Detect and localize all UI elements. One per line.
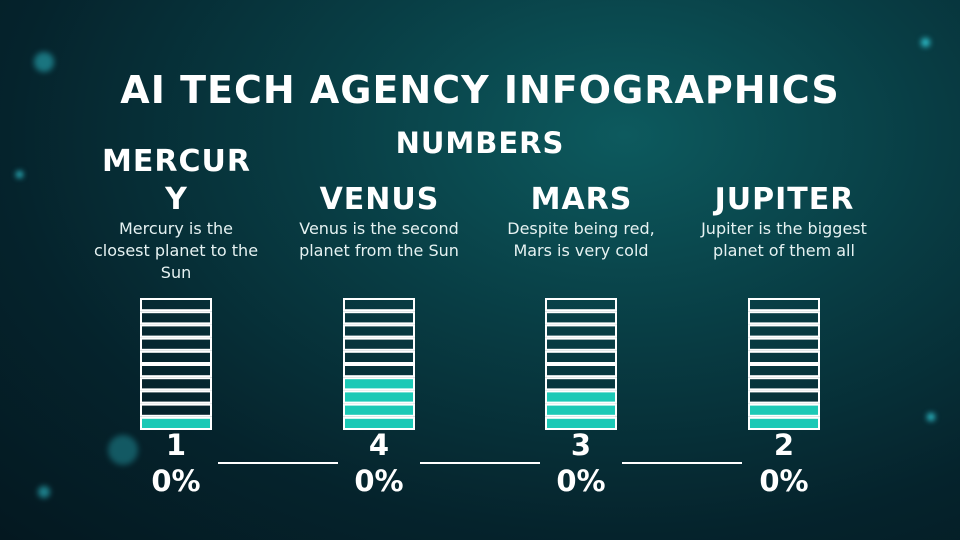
title: AI TECH AGENCY INFOGRAPHICS (120, 68, 840, 112)
meter-segment (140, 377, 212, 391)
meter-segment (343, 364, 415, 378)
meter-segment-filled (343, 416, 415, 431)
item-value: 30% (556, 428, 606, 498)
meter-segment-filled (545, 403, 617, 417)
separator (622, 462, 742, 464)
meter-segment (545, 364, 617, 378)
meter-segment-filled (343, 403, 415, 417)
meter-segment (343, 298, 415, 312)
meter-segment-filled (343, 390, 415, 404)
meter-segment-filled (748, 403, 820, 417)
item-value: 10% (151, 428, 201, 498)
meter-segment (748, 390, 820, 404)
meter-segment (140, 337, 212, 351)
meter-segment (545, 311, 617, 325)
meter-segment (545, 324, 617, 338)
meter-segment (748, 377, 820, 391)
item-description: Mercury is the closest planet to the Sun (93, 219, 259, 282)
meter (748, 298, 820, 431)
item-name: VENUS (319, 182, 440, 217)
meter-segment-filled (545, 416, 617, 431)
meter-segment-filled (140, 416, 212, 431)
meter (140, 298, 212, 431)
meter (545, 298, 617, 431)
meter-segment (140, 403, 212, 417)
item-value: 20% (759, 428, 809, 498)
decor (16, 171, 23, 178)
decor (34, 52, 54, 72)
item-description: Venus is the second planet from the Sun (299, 219, 459, 260)
separator (420, 462, 540, 464)
meter-segment (748, 364, 820, 378)
item-name: MERCURY (102, 144, 251, 217)
meter-segment (748, 324, 820, 338)
item-description: Jupiter is the biggest planet of them al… (701, 219, 867, 260)
decor (108, 435, 138, 465)
meter-segment (140, 324, 212, 338)
meter-segment (140, 364, 212, 378)
meter-segment (748, 337, 820, 351)
item-description: Despite being red, Mars is very cold (507, 219, 655, 260)
meter-segment (343, 311, 415, 325)
meter-segment (545, 350, 617, 364)
item-name: JUPITER (714, 182, 855, 217)
meter-segment-filled (343, 377, 415, 391)
meter-segment (140, 298, 212, 312)
meter-segment (545, 298, 617, 312)
meter-segment (343, 324, 415, 338)
meter-segment (748, 311, 820, 325)
meter-segment (748, 298, 820, 312)
meter-segment (343, 337, 415, 351)
meter-segment (545, 337, 617, 351)
meter-segment (343, 350, 415, 364)
meter-segment (545, 377, 617, 391)
decor (927, 413, 935, 421)
separator (218, 462, 338, 464)
meter-segment (140, 350, 212, 364)
meter (343, 298, 415, 431)
meter-segment (140, 390, 212, 404)
item-name: MARS (530, 182, 633, 217)
subtitle: NUMBERS (395, 126, 565, 160)
meter-segment-filled (545, 390, 617, 404)
decor (921, 38, 930, 47)
item-value: 40% (354, 428, 404, 498)
meter-segment-filled (748, 416, 820, 431)
meter-segment (140, 311, 212, 325)
decor (38, 486, 50, 498)
meter-segment (748, 350, 820, 364)
